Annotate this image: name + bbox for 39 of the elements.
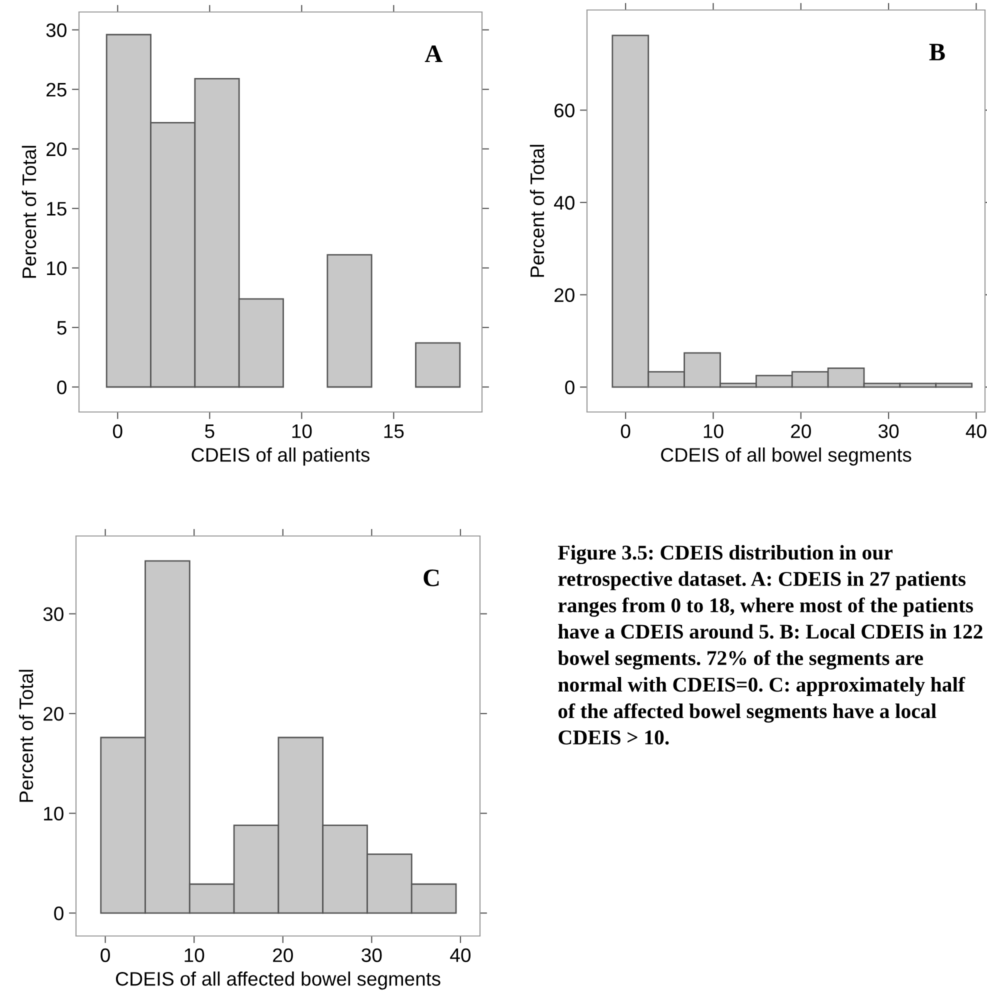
y-tick-label: 20 [46,142,66,156]
annotation: C [424,569,439,586]
x-axis-title: CDEIS of all bowel segments [661,447,912,466]
x-tick-label: 30 [878,424,899,438]
y-tick-label: 60 [554,104,574,118]
y-axis-title: Percent of Total [18,670,34,802]
x-tick-label: 40 [966,424,986,438]
x-tick-label: 30 [362,948,382,962]
x-axis-title: CDEIS of all patients [192,447,370,466]
x-tick-label: 10 [184,948,204,962]
x-tick-label: 0 [620,424,630,438]
y-tick-label: 20 [44,707,64,721]
x-tick-label: 0 [100,948,110,962]
y-tick-label: 10 [44,806,64,821]
y-tick-label: 0 [54,906,64,920]
y-tick-label: 30 [43,607,64,622]
x-tick-label: 20 [791,424,811,438]
y-tick-label: 30 [46,23,66,38]
y-tick-label: 0 [57,380,66,394]
x-tick-label: 40 [450,948,471,962]
y-tick-label: 10 [47,261,66,276]
x-tick-label: 20 [273,948,293,962]
x-axis-title: CDEIS of all affected bowel segments [116,971,440,990]
x-tick-label: 15 [384,424,404,438]
y-tick-label: 0 [565,380,574,394]
y-tick-label: 20 [554,288,574,302]
x-tick-label: 0 [112,424,122,438]
y-tick-label: 25 [46,82,66,97]
y-tick-label: 15 [47,202,66,216]
y-axis-title: Percent of Total [22,146,36,278]
x-tick-label: 10 [704,424,724,438]
annotation: A [424,46,442,62]
caption: Figure 3.5: CDEIS distribution in our retrospective dataset. A: CDEIS in 27 patients ranges from 0 to 18, where most of the patients have a CDEIS around 5. B: Local CDEIS in 122 bowel segments. 72% of the segments are normal with CDEIS=0. C: approximately half of the affected bowel segments have a local CDEIS > 10. [558,545,982,745]
y-axis-title: Percent of Total [530,144,544,277]
y-tick-label: 40 [554,196,574,210]
x-tick-label: 10 [292,424,312,438]
x-tick-label: 5 [205,424,214,438]
annotation: B [929,44,945,60]
y-tick-label: 5 [57,321,66,335]
